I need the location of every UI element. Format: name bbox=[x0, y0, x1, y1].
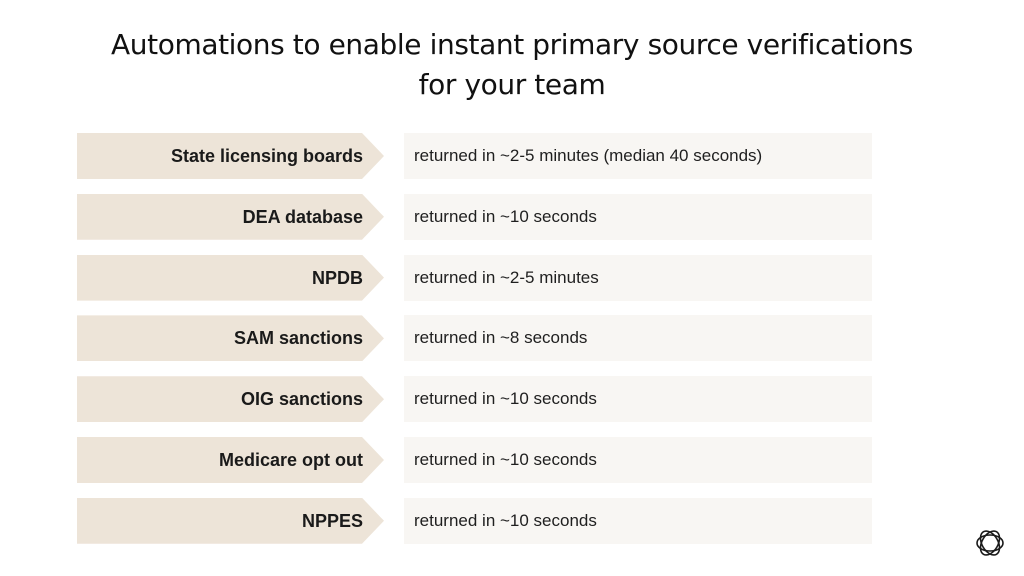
source-arrow: OIG sanctions bbox=[77, 376, 384, 423]
source-arrow: Medicare opt out bbox=[77, 436, 384, 483]
verification-row: OIG sanctions returned in ~10 seconds bbox=[77, 376, 872, 423]
page-title: Automations to enable instant primary so… bbox=[0, 25, 1024, 105]
verification-row: DEA database returned in ~10 seconds bbox=[77, 193, 872, 240]
page-title-line-2: for your team bbox=[418, 68, 606, 101]
source-label: DEA database bbox=[242, 206, 363, 227]
verification-row: State licensing boards returned in ~2-5 … bbox=[77, 133, 872, 179]
source-label: Medicare opt out bbox=[218, 449, 363, 470]
result-box: returned in ~10 seconds bbox=[404, 497, 872, 544]
verification-row: SAM sanctions returned in ~8 seconds bbox=[77, 315, 872, 362]
result-box: returned in ~2-5 minutes bbox=[404, 254, 872, 301]
source-label: State licensing boards bbox=[170, 146, 363, 166]
result-label: returned in ~10 seconds bbox=[414, 510, 597, 530]
source-label: NPPES bbox=[301, 510, 363, 531]
result-label: returned in ~2-5 minutes (median 40 seco… bbox=[414, 146, 763, 165]
verification-row: NPPES returned in ~10 seconds bbox=[77, 497, 872, 544]
result-label: returned in ~2-5 minutes bbox=[414, 267, 599, 287]
result-box: returned in ~10 seconds bbox=[404, 193, 872, 240]
source-arrow: State licensing boards bbox=[77, 133, 384, 179]
result-label: returned in ~8 seconds bbox=[414, 328, 588, 348]
verification-list: State licensing boards returned in ~2-5 … bbox=[77, 133, 872, 544]
result-label: returned in ~10 seconds bbox=[414, 389, 597, 409]
result-box: returned in ~10 seconds bbox=[404, 436, 872, 483]
verification-row: NPDB returned in ~2-5 minutes bbox=[77, 254, 872, 301]
result-box: returned in ~8 seconds bbox=[404, 315, 872, 362]
brand-knot-logo-icon bbox=[976, 530, 1004, 556]
page-title-line-1: Automations to enable instant primary so… bbox=[111, 28, 913, 61]
result-label: returned in ~10 seconds bbox=[414, 449, 597, 469]
source-arrow: SAM sanctions bbox=[77, 315, 384, 362]
result-box: returned in ~2-5 minutes (median 40 seco… bbox=[404, 133, 872, 179]
source-arrow: DEA database bbox=[77, 193, 384, 240]
result-label: returned in ~10 seconds bbox=[414, 206, 597, 226]
source-arrow: NPDB bbox=[77, 254, 384, 301]
source-label: SAM sanctions bbox=[233, 328, 363, 349]
result-box: returned in ~10 seconds bbox=[404, 376, 872, 423]
source-label: NPDB bbox=[311, 267, 363, 288]
source-arrow: NPPES bbox=[77, 497, 384, 544]
source-label: OIG sanctions bbox=[240, 389, 363, 410]
verification-row: Medicare opt out returned in ~10 seconds bbox=[77, 436, 872, 483]
